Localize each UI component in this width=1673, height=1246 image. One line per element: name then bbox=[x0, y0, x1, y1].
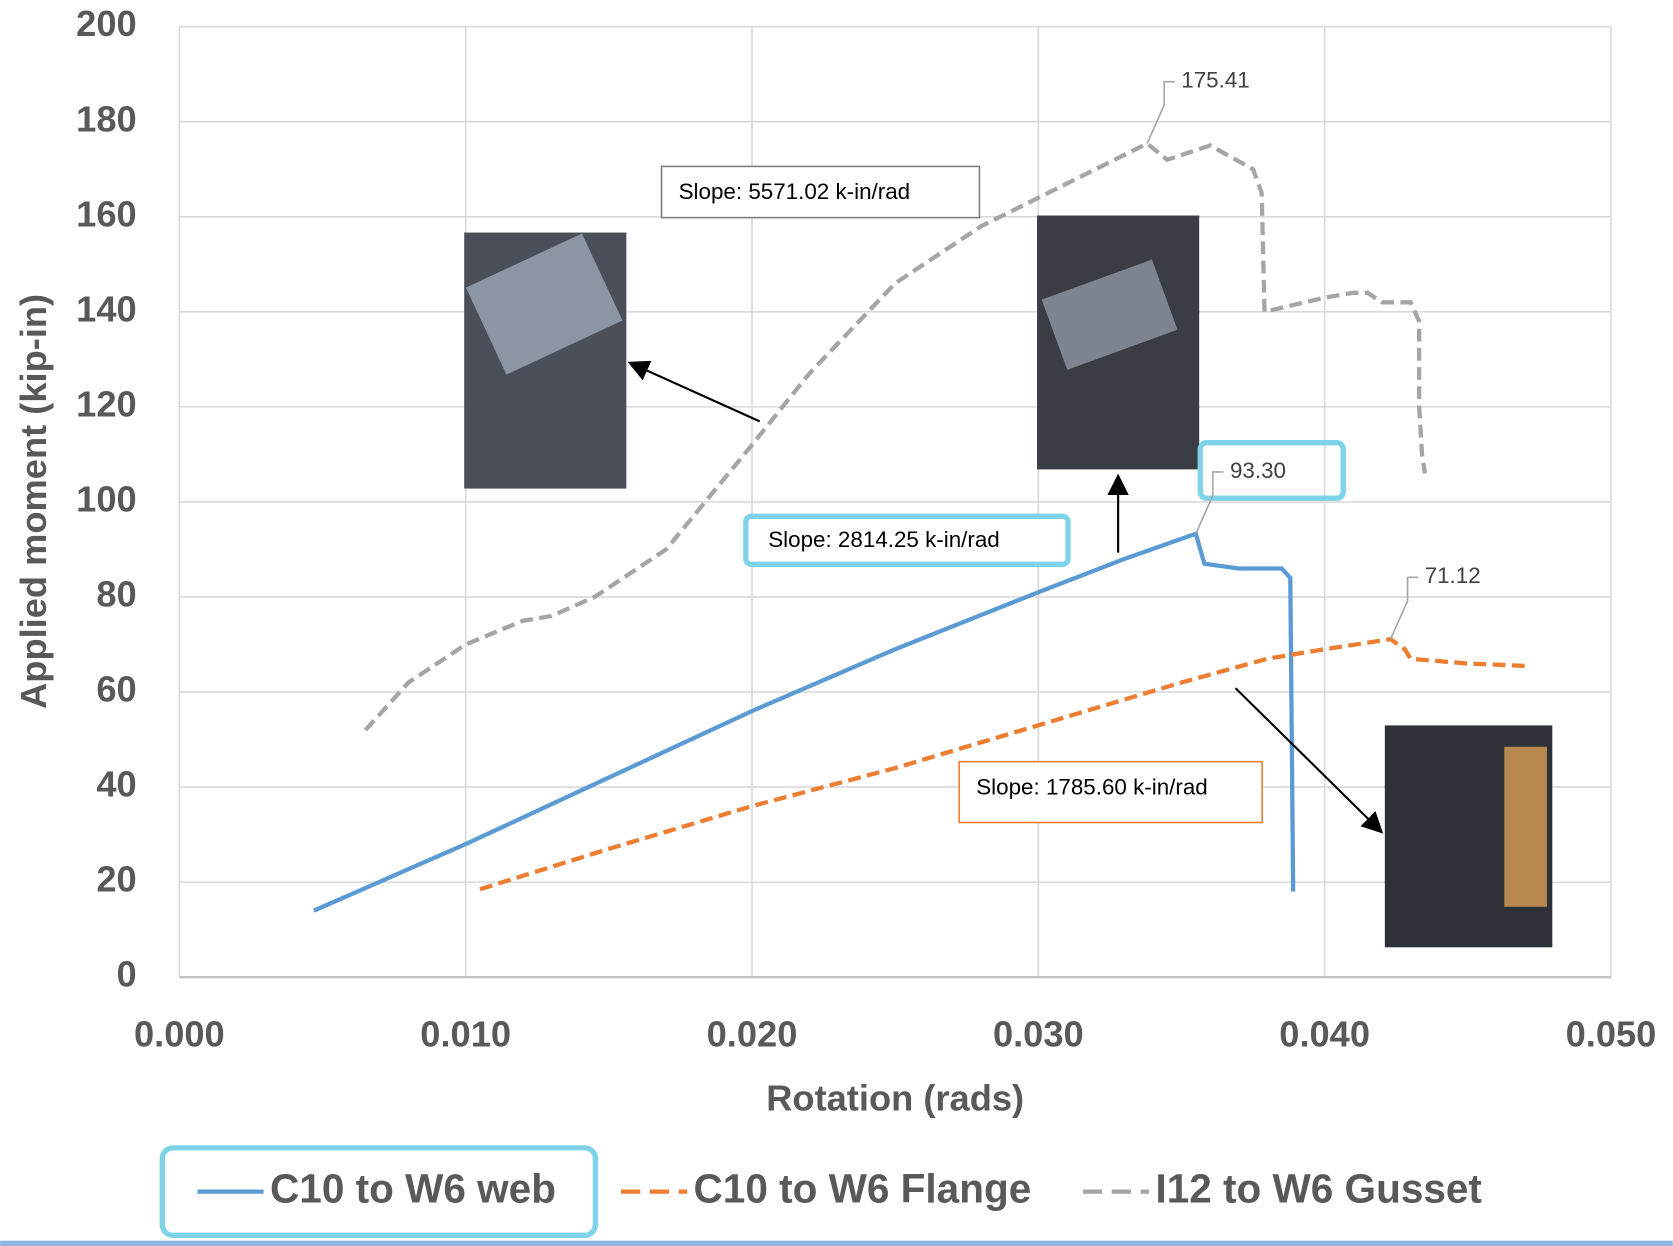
photo-detail bbox=[465, 233, 623, 375]
peak-label: 175.41 bbox=[1181, 68, 1249, 93]
leader-line bbox=[1389, 576, 1419, 640]
y-tick-label: 40 bbox=[96, 764, 136, 805]
grid bbox=[178, 25, 1612, 979]
peak-label: 71.12 bbox=[1425, 563, 1481, 588]
photo-detail bbox=[1041, 259, 1178, 370]
peak-label-highlight bbox=[1197, 440, 1346, 501]
x-tick-label: 0.040 bbox=[1279, 1013, 1370, 1054]
x-tick-label: 0.030 bbox=[993, 1013, 1084, 1054]
legend-label: C10 to W6 Flange bbox=[694, 1165, 1032, 1211]
arrow bbox=[1234, 687, 1384, 834]
legend-highlight bbox=[159, 1145, 599, 1238]
leader-line bbox=[1195, 471, 1224, 535]
legend-label: C10 to W6 web bbox=[270, 1165, 556, 1211]
y-tick-label: 20 bbox=[96, 859, 136, 900]
x-axis-title: Rotation (rads) bbox=[766, 1077, 1024, 1118]
x-tick-label: 0.010 bbox=[420, 1013, 511, 1054]
arrow bbox=[627, 360, 761, 423]
x-tick-label: 0.050 bbox=[1566, 1013, 1657, 1054]
y-tick-label: 140 bbox=[76, 288, 137, 329]
y-tick-label: 200 bbox=[76, 3, 137, 44]
annotation-box-highlight bbox=[743, 513, 1071, 567]
plot bbox=[313, 141, 1526, 913]
annotation-box bbox=[958, 760, 1263, 824]
bottom-bar bbox=[0, 1240, 1673, 1246]
annotation: Slope: 1785.60 k-in/rad bbox=[976, 774, 1208, 799]
annotation: Slope: 5571.02 k-in/rad bbox=[679, 179, 911, 204]
legend-label: I12 to W6 Gusset bbox=[1155, 1165, 1481, 1211]
legend: C10 to W6 web C10 to W6 Flange I12 to W6 G… bbox=[197, 1165, 1482, 1211]
y-tick-label: 100 bbox=[76, 478, 137, 519]
y-tick-label: 160 bbox=[76, 193, 137, 234]
y-tick-label: 60 bbox=[96, 669, 136, 710]
y-axis-title: Applied moment (kip-in) bbox=[13, 294, 54, 709]
series-line bbox=[313, 530, 1296, 913]
y-tick-label: 180 bbox=[76, 98, 137, 139]
peak-label: 93.30 bbox=[1230, 458, 1286, 483]
photo-detail bbox=[1504, 746, 1547, 907]
y-tick-label: 80 bbox=[96, 574, 136, 615]
series-line bbox=[363, 141, 1427, 732]
x-tick-label: 0.000 bbox=[134, 1013, 225, 1054]
y-tick-label: 0 bbox=[117, 954, 137, 995]
y-tick-label: 120 bbox=[76, 383, 137, 424]
annotation-box bbox=[660, 165, 981, 219]
leader-line bbox=[1146, 80, 1175, 144]
annotation: Slope: 2814.25 k-in/rad bbox=[768, 527, 1000, 552]
x-tick-label: 0.020 bbox=[707, 1013, 798, 1054]
